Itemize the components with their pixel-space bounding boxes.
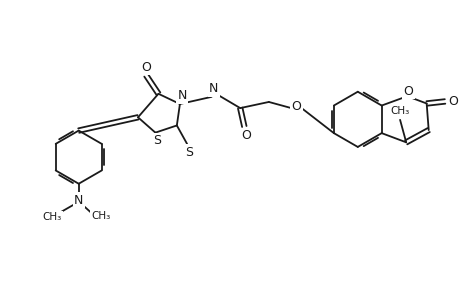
Text: S: S [185, 146, 193, 158]
Text: O: O [448, 95, 457, 108]
Text: O: O [291, 100, 301, 112]
Text: CH₃: CH₃ [91, 212, 111, 221]
Text: N: N [74, 194, 83, 207]
Text: N: N [208, 82, 218, 95]
Text: CH₃: CH₃ [390, 106, 409, 116]
Text: O: O [241, 129, 251, 142]
Text: S: S [153, 134, 161, 147]
Text: O: O [403, 85, 412, 98]
Text: CH₃: CH₃ [42, 212, 62, 223]
Text: O: O [141, 61, 151, 74]
Text: N: N [177, 89, 186, 102]
